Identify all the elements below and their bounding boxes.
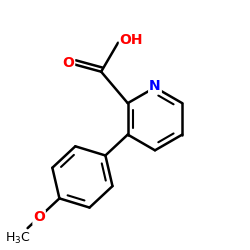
Text: O: O	[33, 210, 45, 224]
Text: H$_3$C: H$_3$C	[5, 231, 31, 246]
Text: OH: OH	[120, 33, 143, 47]
Text: O: O	[62, 56, 74, 70]
Text: N: N	[149, 79, 161, 93]
